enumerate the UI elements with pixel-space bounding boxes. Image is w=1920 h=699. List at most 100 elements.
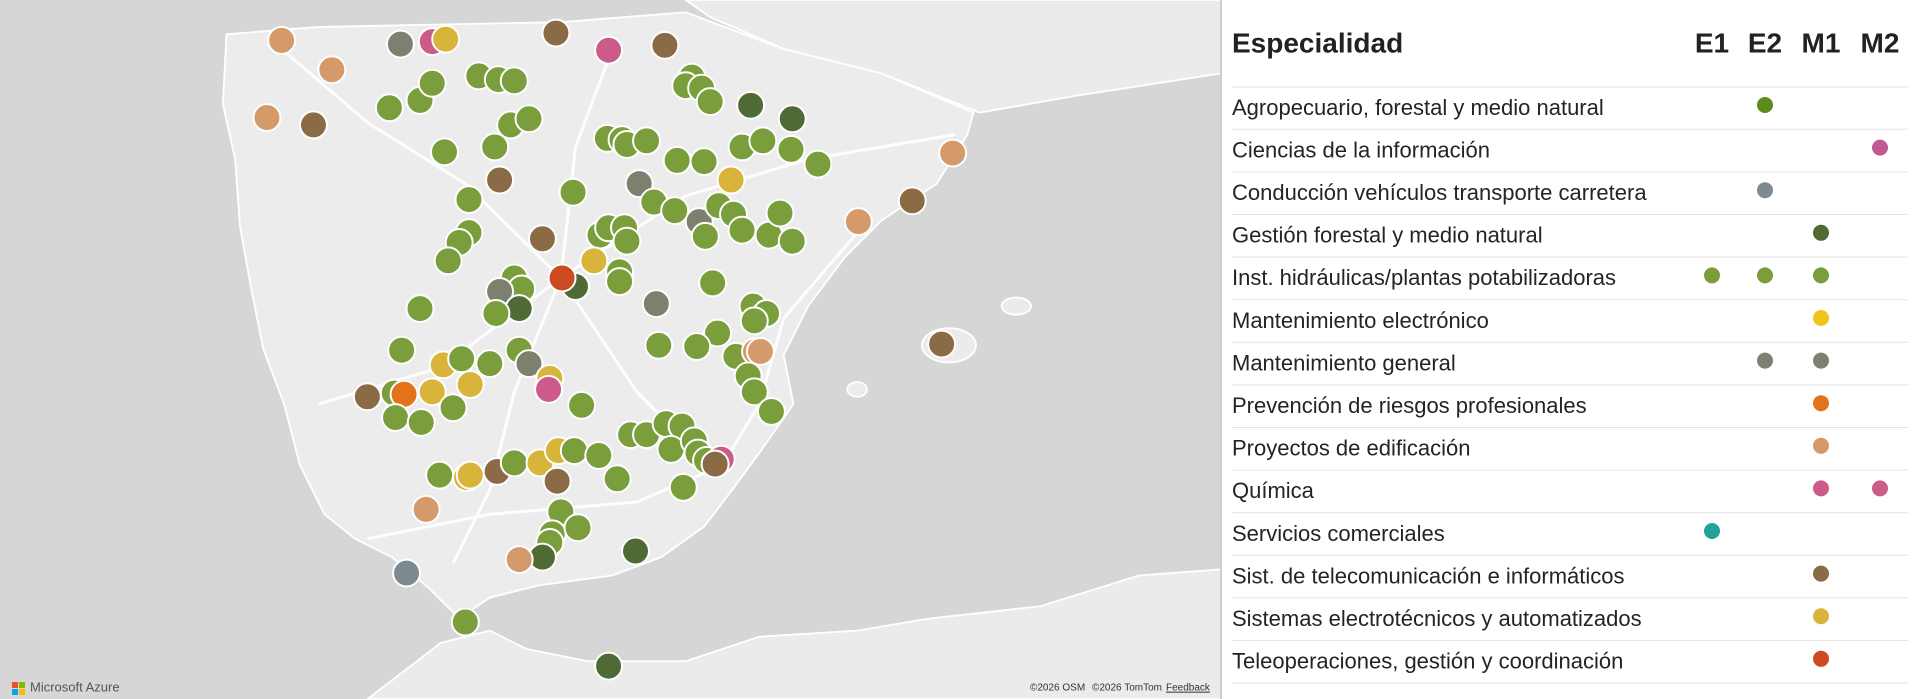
map-marker[interactable]: [756, 396, 786, 426]
map-marker[interactable]: [765, 198, 795, 228]
map-marker[interactable]: [534, 374, 564, 404]
map-marker[interactable]: [267, 25, 297, 55]
map-marker[interactable]: [594, 35, 624, 65]
map-marker[interactable]: [632, 126, 661, 156]
map-marker[interactable]: [897, 186, 927, 216]
map-marker[interactable]: [381, 403, 410, 433]
mark-dot: [1872, 139, 1888, 156]
map-marker[interactable]: [682, 332, 712, 361]
map-marker[interactable]: [438, 393, 468, 423]
map-marker[interactable]: [650, 30, 680, 60]
map-marker[interactable]: [736, 90, 766, 120]
map-marker[interactable]: [252, 103, 282, 133]
feedback-link[interactable]: Feedback: [1166, 683, 1211, 694]
map-marker[interactable]: [406, 408, 436, 437]
map-markers: [252, 18, 968, 681]
column-header: E1: [1695, 27, 1729, 58]
map-marker[interactable]: [700, 449, 730, 479]
map-marker[interactable]: [644, 330, 674, 360]
map-marker[interactable]: [485, 165, 515, 195]
map-marker[interactable]: [417, 68, 447, 98]
map-marker[interactable]: [499, 66, 529, 96]
map-marker[interactable]: [481, 299, 511, 328]
row-label: Mantenimiento general: [1232, 350, 1456, 375]
row-label: Química: [1232, 478, 1315, 503]
map-marker[interactable]: [447, 344, 477, 374]
credit-osm: ©2026 OSM: [1030, 683, 1085, 694]
map-marker[interactable]: [299, 110, 328, 140]
map-marker[interactable]: [641, 289, 671, 319]
map-marker[interactable]: [690, 221, 720, 251]
mark-dot: [1813, 310, 1829, 326]
map-marker[interactable]: [745, 336, 775, 366]
map-marker[interactable]: [843, 207, 873, 237]
map-marker[interactable]: [417, 377, 447, 407]
map-marker[interactable]: [455, 370, 485, 399]
map-marker[interactable]: [612, 226, 642, 256]
map-marker[interactable]: [433, 246, 463, 276]
map-marker[interactable]: [594, 651, 624, 681]
map-marker[interactable]: [567, 390, 597, 420]
map-marker[interactable]: [777, 226, 807, 256]
column-header: M2: [1861, 27, 1900, 58]
row-label: Sist. de telecomunicación e informáticos: [1232, 563, 1625, 588]
map-marker[interactable]: [514, 349, 544, 379]
row-label: Teleoperaciones, gestión y coordinación: [1232, 649, 1623, 674]
map-marker[interactable]: [547, 263, 577, 293]
map-marker[interactable]: [579, 246, 609, 276]
map-marker[interactable]: [558, 177, 588, 207]
map-marker[interactable]: [605, 267, 635, 297]
map-marker[interactable]: [504, 294, 534, 324]
map-marker[interactable]: [668, 472, 698, 502]
map-marker[interactable]: [387, 335, 417, 365]
map-marker[interactable]: [559, 436, 589, 466]
map-marker[interactable]: [803, 149, 833, 179]
map-marker[interactable]: [425, 460, 455, 490]
map-marker[interactable]: [475, 349, 505, 379]
map-marker[interactable]: [514, 104, 544, 134]
map-marker[interactable]: [430, 137, 459, 167]
map-marker[interactable]: [727, 215, 757, 245]
map-marker[interactable]: [541, 18, 571, 48]
map-marker[interactable]: [411, 494, 441, 524]
mark-dot: [1757, 352, 1773, 369]
map-marker[interactable]: [352, 382, 382, 412]
map-marker[interactable]: [374, 93, 404, 123]
map-marker[interactable]: [602, 464, 632, 494]
map-marker[interactable]: [695, 87, 725, 117]
map-marker[interactable]: [450, 607, 480, 637]
map-marker[interactable]: [317, 55, 347, 85]
map-marker[interactable]: [660, 196, 690, 226]
map-marker[interactable]: [739, 377, 769, 407]
map-marker[interactable]: [703, 318, 733, 348]
map-marker[interactable]: [698, 268, 728, 298]
map-marker[interactable]: [776, 134, 806, 164]
map-marker[interactable]: [938, 138, 968, 168]
map-marker[interactable]: [584, 441, 614, 470]
map-marker[interactable]: [480, 132, 510, 162]
map-marker[interactable]: [504, 545, 534, 575]
mark-dot: [1813, 608, 1829, 625]
map-marker[interactable]: [563, 513, 593, 543]
map-marker[interactable]: [431, 24, 461, 54]
mark-dot: [1813, 267, 1829, 284]
map-marker[interactable]: [454, 185, 484, 215]
map-marker[interactable]: [739, 306, 769, 336]
map-marker[interactable]: [748, 126, 778, 156]
map-marker[interactable]: [405, 294, 435, 324]
map-marker[interactable]: [777, 104, 807, 134]
map-marker[interactable]: [499, 448, 529, 478]
map-marker[interactable]: [662, 145, 692, 175]
map-marker[interactable]: [716, 165, 746, 195]
map-marker[interactable]: [542, 466, 572, 496]
map-marker[interactable]: [392, 558, 421, 588]
map-marker[interactable]: [689, 147, 719, 177]
map-marker[interactable]: [927, 329, 957, 359]
map-marker[interactable]: [528, 224, 557, 254]
row-label: Conducción vehículos transporte carreter…: [1232, 180, 1647, 205]
row-label: Proyectos de edificación: [1232, 436, 1470, 461]
map-marker[interactable]: [455, 460, 485, 490]
map-marker[interactable]: [621, 536, 650, 566]
map-marker[interactable]: [385, 29, 415, 59]
